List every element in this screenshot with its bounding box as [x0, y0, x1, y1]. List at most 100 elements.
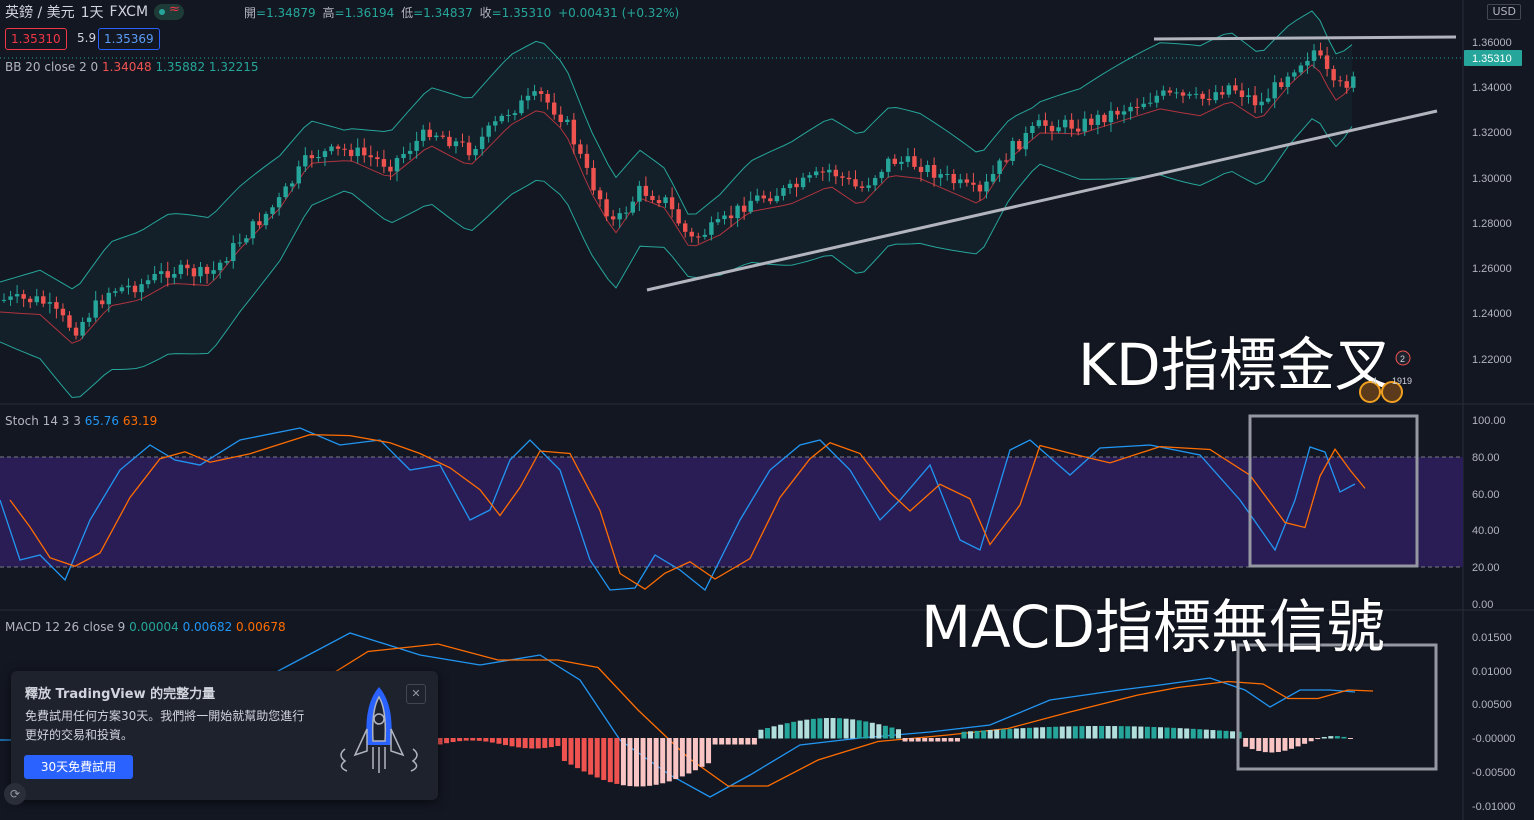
candle-body	[73, 327, 79, 336]
macd-histogram-bar	[843, 718, 849, 739]
candle-body	[545, 93, 550, 103]
macd-name[interactable]: MACD 12 26 close 9	[5, 620, 126, 634]
kd-annotation[interactable]: KD指標金叉	[1078, 331, 1393, 399]
symbol-header[interactable]: 英鎊 / 美元 1天 FXCM	[5, 2, 185, 22]
support-trendline[interactable]	[646, 109, 1438, 292]
candle-body	[1272, 82, 1277, 99]
candle-body	[257, 221, 262, 226]
us-flag-icon[interactable]	[1359, 381, 1381, 403]
macd-histogram-bar	[1256, 738, 1262, 751]
symbol-name[interactable]: 英鎊 / 美元	[5, 5, 75, 21]
candle-body	[1010, 141, 1015, 161]
candle-body	[1213, 92, 1218, 101]
event-count-c: 1919	[1392, 376, 1412, 386]
change-value: +0.00431 (+0.32%)	[558, 6, 680, 20]
candle-body	[93, 300, 98, 318]
candle-body	[283, 186, 288, 198]
candlesticks[interactable]	[1, 42, 1356, 340]
current-price-tag	[1464, 50, 1522, 66]
macd-highlight-box[interactable]	[1236, 643, 1438, 771]
bb-name[interactable]: BB 20 close 2 0	[5, 60, 99, 74]
free-trial-button[interactable]: 30天免費試用	[24, 755, 133, 779]
candle-body	[1220, 92, 1225, 95]
candle-body	[506, 115, 511, 117]
bb-legend[interactable]: BB 20 close 2 0 1.34048 1.35882 1.32215	[5, 60, 259, 74]
macd-histogram-bar	[548, 738, 554, 748]
macd-histogram-bar	[1040, 727, 1046, 739]
more-icon[interactable]: ⟳	[4, 783, 26, 805]
candle-body	[578, 144, 583, 154]
candle-body	[1338, 80, 1343, 82]
candle-body	[1161, 90, 1166, 96]
candle-body	[997, 160, 1002, 174]
candle-body	[172, 274, 177, 278]
candle-body	[119, 287, 125, 292]
macd-histogram-bar	[1027, 727, 1032, 739]
candle-body	[1036, 120, 1042, 127]
macd-histogram-bar	[509, 738, 515, 747]
macd-histogram-bar	[850, 719, 856, 739]
candle-body	[820, 171, 825, 173]
candle-body	[1043, 120, 1048, 126]
event-flag-icon[interactable]	[1395, 350, 1411, 366]
market-status-icon[interactable]	[154, 2, 185, 20]
macd-histogram-bar	[954, 738, 960, 742]
candle-body	[787, 183, 793, 189]
candle-body	[525, 95, 531, 101]
candle-body	[466, 142, 472, 156]
currency-selector[interactable]: USD	[1487, 4, 1521, 20]
macd-annotation[interactable]: MACD指標無信號	[921, 593, 1385, 661]
event-flags[interactable]: 2 4 1919	[1356, 350, 1422, 406]
macd-histogram-bar	[922, 738, 928, 742]
close-icon[interactable]: ✕	[406, 684, 426, 704]
candle-body	[159, 271, 164, 274]
candle-body	[800, 177, 806, 188]
interval-label[interactable]: 1天	[80, 5, 104, 21]
low-label: 低	[401, 6, 414, 20]
macd-histogram-bar	[974, 730, 980, 739]
price-axis-label: 1.26000	[1472, 263, 1512, 275]
price-axis-labels: 1.36000 1.34000 1.32000 1.30000 1.28000 1.260…	[1472, 37, 1515, 813]
kd-highlight-box[interactable]	[1248, 414, 1419, 568]
macd-histogram-bar	[778, 724, 784, 739]
candle-body	[538, 91, 544, 94]
bollinger-bands	[0, 10, 1353, 399]
candle-body	[571, 119, 577, 145]
macd-histogram-bar	[503, 738, 508, 746]
candle-body	[709, 222, 714, 235]
macd-histogram-bar	[889, 727, 895, 739]
candle-body	[1298, 65, 1304, 73]
candle-body	[669, 197, 675, 210]
macd-histogram-bar	[1072, 726, 1078, 739]
close-label: 收	[479, 6, 492, 20]
candle-body	[840, 176, 845, 178]
macd-histogram-bar	[1171, 727, 1177, 739]
promo-popup: 釋放 TradingView 的完整力量 免費試用任何方案30天。我們將一開始就…	[11, 671, 438, 800]
macd-legend[interactable]: MACD 12 26 close 9 0.00004 0.00682 0.006…	[5, 620, 286, 634]
price-axis-label: 1.34000	[1472, 82, 1512, 94]
resistance-trendline[interactable]	[1153, 35, 1457, 41]
us-flag-icon[interactable]	[1381, 381, 1403, 403]
macd-histogram-bar	[660, 738, 666, 784]
macd-histogram-bar	[1059, 726, 1065, 739]
candle-body	[696, 236, 701, 238]
candle-body	[1030, 126, 1035, 134]
candle-body	[853, 179, 858, 187]
macd-histogram-bar	[1210, 730, 1216, 739]
stoch-name[interactable]: Stoch 14 3 3	[5, 414, 81, 428]
candle-body	[191, 268, 197, 277]
candle-body	[643, 185, 649, 196]
macd-histogram-bar	[961, 731, 967, 739]
candle-body	[473, 149, 478, 156]
stoch-legend[interactable]: Stoch 14 3 3 65.76 63.19	[5, 414, 157, 428]
candle-body	[47, 302, 53, 304]
candle-body	[296, 166, 301, 184]
macd-histogram-bar	[1230, 731, 1236, 739]
macd-histogram-bar	[1033, 727, 1039, 739]
macd-histogram-bar	[1269, 738, 1275, 753]
sell-price-button[interactable]: 1.35310	[5, 28, 67, 50]
buy-price-button[interactable]: 1.35369	[98, 28, 160, 50]
high-label: 高	[322, 6, 335, 20]
macd-histogram-bar	[1105, 726, 1111, 739]
